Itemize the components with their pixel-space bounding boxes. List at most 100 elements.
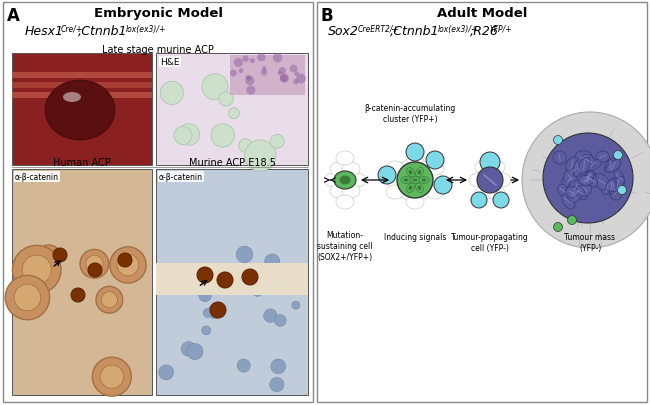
Circle shape	[117, 254, 139, 276]
Ellipse shape	[348, 174, 366, 188]
Ellipse shape	[475, 187, 493, 200]
Circle shape	[181, 342, 196, 356]
Circle shape	[164, 268, 176, 280]
Circle shape	[199, 289, 211, 302]
Text: Human ACP: Human ACP	[53, 158, 111, 168]
Text: B: B	[321, 7, 333, 25]
Ellipse shape	[469, 174, 487, 188]
Circle shape	[264, 309, 277, 323]
Circle shape	[53, 248, 67, 262]
Circle shape	[71, 288, 85, 302]
Ellipse shape	[342, 185, 360, 198]
Ellipse shape	[404, 179, 408, 182]
Ellipse shape	[324, 174, 342, 188]
Ellipse shape	[567, 190, 580, 203]
Circle shape	[250, 59, 255, 64]
Ellipse shape	[562, 175, 576, 188]
Circle shape	[280, 75, 288, 83]
Ellipse shape	[336, 151, 354, 166]
Ellipse shape	[409, 186, 413, 191]
Circle shape	[262, 67, 266, 72]
Circle shape	[159, 365, 174, 380]
Text: A: A	[7, 7, 20, 25]
Circle shape	[203, 309, 213, 318]
Circle shape	[278, 72, 281, 76]
Circle shape	[92, 357, 131, 396]
Bar	[156, 54, 308, 166]
Ellipse shape	[411, 177, 419, 184]
Text: Embryonic Model: Embryonic Model	[94, 7, 222, 20]
Ellipse shape	[406, 168, 415, 177]
Circle shape	[270, 377, 284, 392]
Ellipse shape	[398, 162, 416, 175]
Ellipse shape	[417, 171, 421, 175]
Circle shape	[471, 192, 487, 209]
Ellipse shape	[573, 160, 583, 177]
Ellipse shape	[414, 162, 432, 175]
Text: ;Ctnnb1: ;Ctnnb1	[390, 25, 439, 38]
Circle shape	[280, 75, 289, 83]
Ellipse shape	[421, 179, 426, 182]
Circle shape	[230, 70, 237, 77]
Circle shape	[22, 256, 51, 285]
Circle shape	[434, 177, 452, 194]
Ellipse shape	[386, 185, 404, 200]
Ellipse shape	[409, 171, 413, 175]
Circle shape	[36, 245, 61, 271]
Bar	[230, 56, 305, 96]
Text: Late stage murine ACP: Late stage murine ACP	[102, 45, 214, 55]
Circle shape	[554, 136, 562, 145]
Ellipse shape	[406, 184, 415, 193]
Circle shape	[246, 76, 252, 81]
Ellipse shape	[426, 174, 444, 188]
Circle shape	[202, 326, 211, 335]
Bar	[317, 3, 647, 402]
Ellipse shape	[426, 162, 444, 175]
Ellipse shape	[609, 187, 622, 200]
Circle shape	[246, 86, 255, 95]
Ellipse shape	[567, 166, 580, 177]
Ellipse shape	[606, 160, 621, 173]
Circle shape	[86, 256, 103, 273]
Circle shape	[236, 247, 253, 263]
Circle shape	[12, 246, 61, 294]
Circle shape	[239, 139, 252, 153]
Ellipse shape	[334, 172, 356, 190]
Circle shape	[245, 77, 254, 86]
Circle shape	[211, 265, 227, 281]
Ellipse shape	[586, 173, 597, 188]
Bar	[156, 170, 308, 395]
Text: α-β-catenin: α-β-catenin	[15, 173, 59, 181]
Circle shape	[211, 124, 235, 148]
Circle shape	[294, 72, 299, 77]
Ellipse shape	[417, 186, 421, 191]
Text: β-catenin-accumulating
cluster (YFP+): β-catenin-accumulating cluster (YFP+)	[365, 104, 456, 124]
Circle shape	[296, 75, 306, 84]
Circle shape	[5, 276, 49, 320]
Circle shape	[101, 292, 118, 308]
Ellipse shape	[339, 176, 350, 185]
Ellipse shape	[419, 177, 429, 184]
Bar	[12, 170, 152, 395]
Ellipse shape	[582, 155, 595, 168]
Text: Sox2: Sox2	[328, 25, 359, 38]
Circle shape	[493, 192, 509, 209]
Ellipse shape	[569, 181, 583, 195]
Circle shape	[293, 80, 298, 85]
Text: Inducing signals: Inducing signals	[384, 232, 446, 241]
Circle shape	[14, 285, 41, 311]
Bar	[12, 54, 152, 166]
Circle shape	[88, 263, 102, 277]
Text: ;Ctnnb1: ;Ctnnb1	[78, 25, 127, 38]
Ellipse shape	[580, 175, 593, 186]
Ellipse shape	[336, 174, 354, 188]
Circle shape	[219, 92, 233, 107]
Circle shape	[273, 54, 282, 63]
Ellipse shape	[481, 174, 499, 188]
Ellipse shape	[578, 176, 593, 186]
Circle shape	[292, 301, 300, 309]
Ellipse shape	[475, 161, 493, 175]
Circle shape	[178, 124, 200, 146]
Ellipse shape	[583, 173, 593, 185]
Text: ;R26: ;R26	[470, 25, 499, 38]
